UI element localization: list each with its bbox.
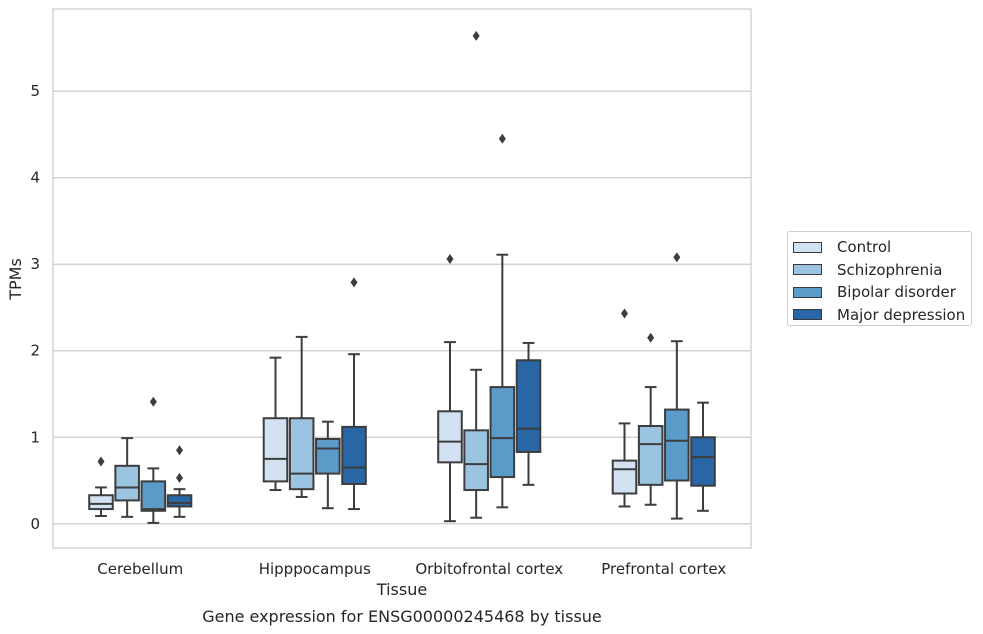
boxes-layer <box>88 30 716 524</box>
y-tick-label: 4 <box>30 169 40 187</box>
iqr-box <box>114 464 140 502</box>
iqr-box <box>140 480 167 512</box>
box-schizophrenia <box>637 332 664 506</box>
x-tick-label: Prefrontal cortex <box>601 560 726 578</box>
outlier-point <box>472 30 480 41</box>
iqr-box <box>166 494 193 508</box>
legend-swatch-bipolar-disorder <box>793 286 822 298</box>
outlier-point <box>350 277 358 288</box>
gridlines <box>53 90 751 525</box>
box-bipolar-disorder <box>489 133 516 509</box>
iqr-box <box>690 436 716 487</box>
iqr-box <box>637 425 664 486</box>
box-control <box>611 308 638 508</box>
iqr-box <box>315 437 341 475</box>
y-tick-label: 5 <box>30 82 40 100</box>
box-control <box>88 456 114 517</box>
box-schizophrenia <box>288 335 315 498</box>
outlier-point <box>498 133 506 144</box>
y-tick-label: 2 <box>30 342 40 360</box>
outlier-point <box>149 396 157 407</box>
legend-swatch-major-depression <box>793 309 822 321</box>
outlier-point <box>446 254 454 265</box>
box-schizophrenia <box>114 437 140 518</box>
legend-label-schizophrenia: Schizophrenia <box>837 260 943 279</box>
box-major-depression <box>341 277 367 511</box>
iqr-box <box>515 359 542 453</box>
y-tick-labels: 0 1 2 3 4 5 <box>30 82 40 533</box>
box-control <box>437 254 463 523</box>
outlier-point <box>620 308 628 319</box>
x-tick-label: Cerebellum <box>97 560 183 578</box>
legend-label-bipolar-disorder: Bipolar disorder <box>837 283 956 302</box>
iqr-box <box>288 417 315 491</box>
legend-item-control: Control <box>793 236 971 259</box>
box-bipolar-disorder <box>315 420 341 510</box>
y-tick-label: 1 <box>30 428 40 446</box>
outlier-point <box>176 445 184 456</box>
outlier-point <box>647 332 655 343</box>
y-tick-label: 3 <box>30 255 40 273</box>
iqr-box <box>341 425 367 485</box>
x-tick-label: Hipppocampus <box>259 560 371 578</box>
box-bipolar-disorder <box>140 396 167 524</box>
y-tick-label: 0 <box>30 515 40 533</box>
x-axis-label: Tissue <box>376 580 427 599</box>
legend-label-control: Control <box>837 238 892 257</box>
x-tick-labels: Cerebellum Hipppocampus Orbitofrontal cort… <box>97 560 726 578</box>
y-axis-label: TPMs <box>6 258 25 301</box>
box-bipolar-disorder <box>664 252 690 520</box>
x-tick-label: Orbitofrontal cortex <box>415 560 563 578</box>
box-major-depression <box>166 445 193 518</box>
box-major-depression <box>515 341 542 486</box>
legend-swatch-schizophrenia <box>793 264 822 276</box>
iqr-box <box>88 494 114 511</box>
plot-frame <box>52 8 752 549</box>
legend-label-major-depression: Major depression <box>837 305 966 324</box>
legend-swatch-control <box>793 241 822 253</box>
outlier-point <box>176 472 184 483</box>
outlier-point <box>673 252 681 263</box>
box-major-depression <box>690 401 716 512</box>
iqr-box <box>437 410 463 464</box>
chart-title: Gene expression for ENSG00000245468 by t… <box>202 607 602 626</box>
iqr-box <box>463 429 489 492</box>
iqr-box <box>262 417 289 483</box>
iqr-box <box>611 459 638 495</box>
iqr-box <box>664 408 690 482</box>
legend-item-major-depression: Major depression <box>793 304 971 327</box>
legend-item-bipolar-disorder: Bipolar disorder <box>793 281 971 304</box>
legend: Control Schizophrenia Bipolar disorder M… <box>787 231 972 326</box>
legend-item-schizophrenia: Schizophrenia <box>793 259 971 282</box>
box-schizophrenia <box>463 30 489 519</box>
iqr-box <box>489 386 516 479</box>
outlier-point <box>97 456 105 467</box>
box-control <box>262 356 289 492</box>
